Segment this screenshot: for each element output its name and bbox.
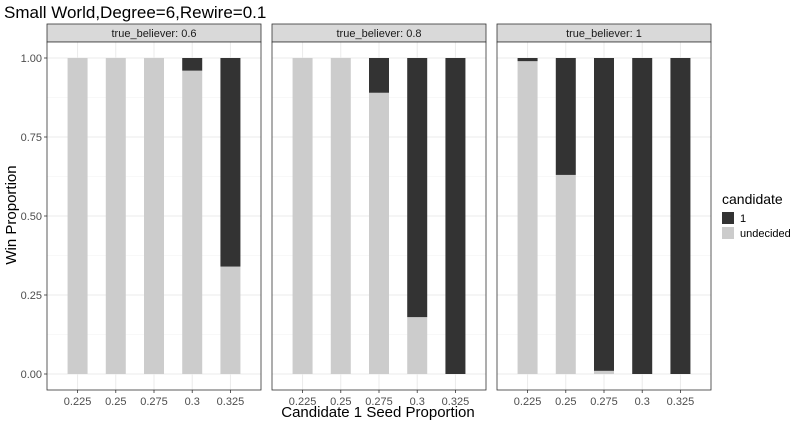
y-axis-ticks: 0.00 0.25 0.50 0.75 1.00	[21, 53, 47, 381]
bar-segment-undecided	[330, 58, 351, 374]
legend-title: candidate	[722, 191, 783, 207]
x-tick-label: 0.25	[105, 396, 126, 408]
bar-segment-undecided	[144, 58, 164, 374]
bar-segment-candidate-1	[182, 58, 203, 71]
x-tick-label: 0.275	[590, 396, 618, 408]
y-tick-label: 0.00	[21, 369, 42, 381]
panel-3: true_believer: 1	[496, 23, 712, 391]
bar-segment-candidate-1	[445, 58, 466, 374]
legend-label: 1	[740, 213, 746, 225]
bar-segment-undecided	[594, 370, 614, 374]
bar-segment-candidate-1	[555, 58, 576, 175]
y-tick-label: 0.25	[21, 290, 42, 302]
bar-segment-candidate-1	[369, 58, 389, 93]
bar-segment-undecided	[105, 58, 126, 374]
facet-strip-label: true_believer: 0.8	[337, 28, 422, 40]
x-tick-label: 0.325	[217, 396, 245, 408]
bar-segment-undecided	[182, 70, 203, 374]
y-axis-title: Win Proportion	[3, 165, 20, 264]
y-tick-label: 0.50	[21, 211, 42, 223]
bar-segment-candidate-1	[220, 58, 241, 267]
x-axis-title: Candidate 1 Seed Proportion	[281, 404, 474, 421]
bar-segment-undecided	[292, 58, 313, 374]
bar-segment-undecided	[67, 58, 88, 374]
y-tick-label: 1.00	[21, 53, 42, 65]
x-tick-label: 0.325	[667, 396, 695, 408]
x-axis-ticks: 0.225 0.25 0.275 0.3 0.325 0.225 0.25 0.275 0.3 0…	[64, 390, 694, 408]
chart-title: Small World,Degree=6,Rewire=0.1	[4, 3, 266, 22]
legend-swatch	[722, 212, 734, 224]
x-tick-label: 0.25	[555, 396, 576, 408]
legend-swatch	[722, 227, 734, 239]
x-tick-label: 0.25	[330, 396, 351, 408]
bar-segment-undecided	[369, 92, 389, 374]
x-tick-label: 0.3	[410, 396, 425, 408]
legend-label: undecided	[740, 228, 791, 240]
x-tick-label: 0.325	[442, 396, 470, 408]
y-tick-label: 0.75	[21, 132, 42, 144]
bar-segment-undecided	[517, 61, 538, 374]
bar-segment-undecided	[407, 317, 428, 374]
bar-segment-undecided	[555, 174, 576, 374]
legend: candidate 1 undecided	[722, 191, 791, 240]
panel-1: true_believer: 0.6	[46, 23, 262, 391]
bar-segment-candidate-1	[517, 58, 538, 62]
facet-strip-label: true_believer: 0.6	[112, 28, 197, 40]
bar-segment-candidate-1	[407, 58, 428, 318]
facet-strip-label: true_believer: 1	[566, 28, 642, 40]
x-tick-label: 0.225	[64, 396, 92, 408]
bar-segment-candidate-1	[594, 58, 614, 371]
legend-items: 1 undecided	[722, 212, 791, 240]
x-tick-label: 0.3	[185, 396, 200, 408]
bar-segment-undecided	[220, 266, 241, 374]
panels-group: true_believer: 0.6 true_believer: 0.8 true…	[46, 23, 712, 391]
x-tick-label: 0.275	[140, 396, 168, 408]
x-tick-label: 0.275	[365, 396, 393, 408]
panel-2: true_believer: 0.8	[271, 23, 487, 391]
x-tick-label: 0.225	[289, 396, 317, 408]
x-tick-label: 0.3	[635, 396, 650, 408]
bar-segment-candidate-1	[670, 58, 691, 374]
bar-segment-candidate-1	[632, 58, 653, 374]
x-tick-label: 0.225	[514, 396, 542, 408]
